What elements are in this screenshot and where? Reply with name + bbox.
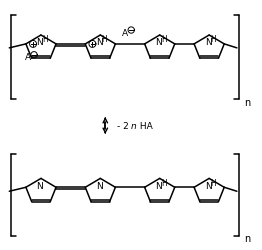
Text: N: N [96, 181, 103, 190]
Text: H: H [42, 35, 48, 44]
Text: H: H [101, 35, 107, 44]
Text: n: n [244, 233, 250, 243]
Text: N: N [37, 38, 43, 47]
Text: - 2: - 2 [117, 122, 132, 130]
Text: N: N [155, 181, 162, 190]
Text: A: A [122, 28, 128, 37]
Text: n: n [244, 98, 250, 108]
Text: N: N [155, 38, 162, 47]
Text: n: n [131, 122, 137, 130]
Text: H: H [161, 178, 167, 187]
Text: H: H [210, 35, 216, 44]
Text: N: N [205, 38, 211, 47]
Text: H: H [161, 35, 167, 44]
Text: N: N [96, 38, 103, 47]
Text: A: A [25, 53, 31, 62]
Text: N: N [37, 181, 43, 190]
Text: N: N [205, 181, 211, 190]
Text: HA: HA [137, 122, 153, 130]
Text: H: H [210, 178, 216, 187]
